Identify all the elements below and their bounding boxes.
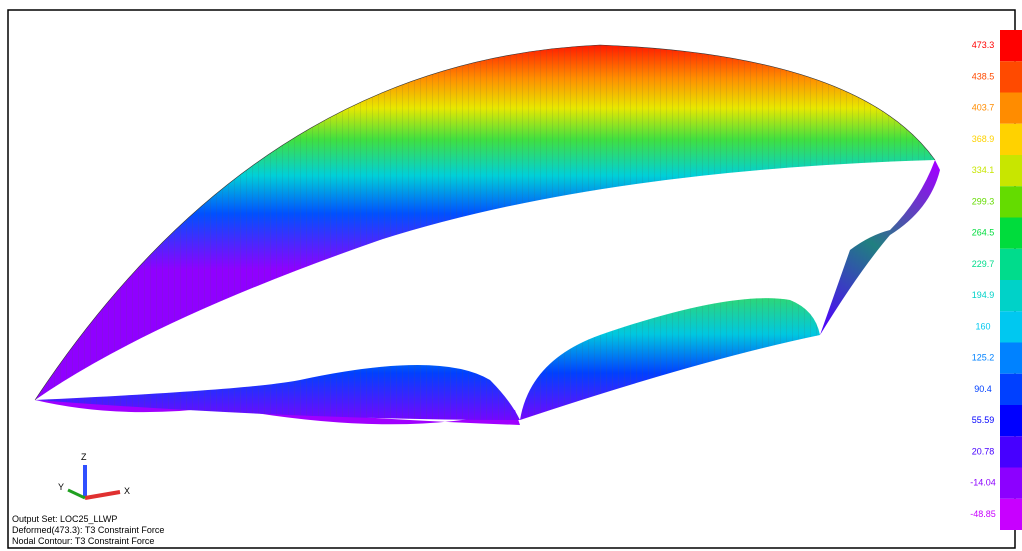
legend-label: 20.78 (972, 446, 995, 456)
legend-label: 55.59 (972, 415, 995, 425)
axis-z: Z (81, 452, 87, 462)
legend-label: 125.2 (972, 353, 995, 363)
info-line: Deformed(473.3): T3 Constraint Force (12, 525, 164, 535)
legend-swatch (1000, 93, 1022, 124)
legend-swatch (1000, 374, 1022, 405)
legend-swatch (1000, 343, 1022, 374)
legend-label: 403.7 (972, 103, 995, 113)
legend-label: 299.3 (972, 196, 995, 206)
legend-swatch (1000, 218, 1022, 249)
axis-y: Y (58, 482, 64, 492)
legend-swatch (1000, 405, 1022, 436)
legend-label: 264.5 (972, 228, 995, 238)
info-line: Output Set: LOC25_LLWP (12, 514, 117, 524)
legend-swatch (1000, 249, 1022, 280)
legend-swatch (1000, 124, 1022, 155)
legend-label: -48.85 (970, 509, 996, 519)
legend-swatch (1000, 311, 1022, 342)
viewport: Z X Y Output Set: LOC25_LLWP Deformed(47… (0, 0, 1022, 551)
axis-x: X (124, 486, 130, 496)
legend-label: 160 (975, 321, 990, 331)
legend-swatch (1000, 61, 1022, 92)
info-line: Nodal Contour: T3 Constraint Force (12, 536, 154, 546)
legend-label: 473.3 (972, 40, 995, 50)
legend-label: 368.9 (972, 134, 995, 144)
legend-label: 438.5 (972, 71, 995, 81)
legend-swatch (1000, 30, 1022, 61)
legend-swatch (1000, 499, 1022, 530)
legend-label: -14.04 (970, 478, 996, 488)
legend-label: 229.7 (972, 259, 995, 269)
legend-swatch (1000, 468, 1022, 499)
legend-swatch (1000, 155, 1022, 186)
legend-label: 334.1 (972, 165, 995, 175)
legend-swatch (1000, 186, 1022, 217)
legend-swatch (1000, 436, 1022, 467)
legend-swatch (1000, 280, 1022, 311)
legend-label: 194.9 (972, 290, 995, 300)
legend-label: 90.4 (974, 384, 992, 394)
